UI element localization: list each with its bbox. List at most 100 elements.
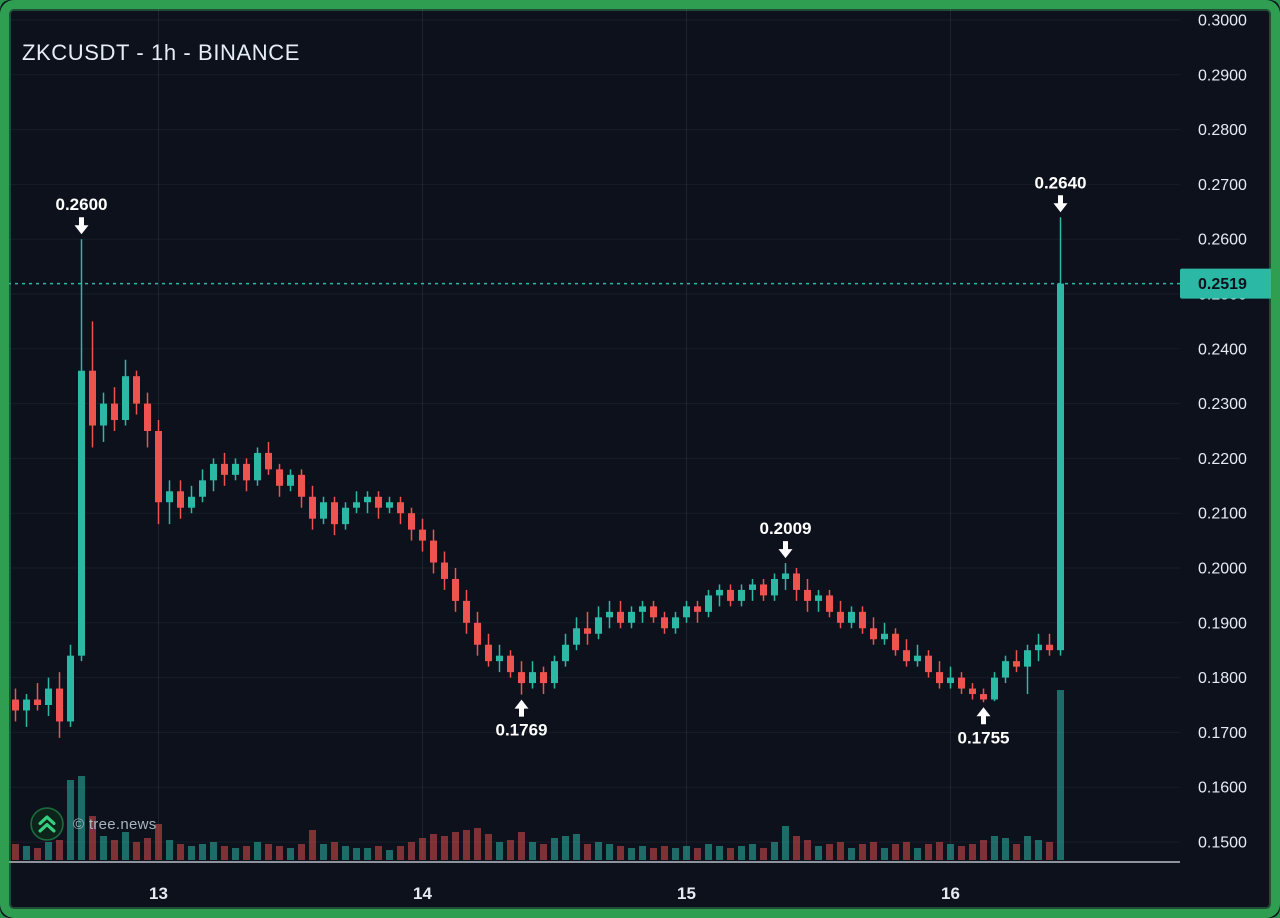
candle-body [892,633,899,651]
volume-bar [331,842,338,860]
volume-bar [364,848,371,860]
candle-body [573,628,580,645]
candle-body [386,502,393,508]
candle-body [23,699,30,711]
candle-body [287,474,294,486]
volume-bar [133,842,140,860]
volume-bar [518,832,525,860]
volume-bar [1013,844,1020,860]
volume-bar [12,844,19,860]
volume-bar [650,848,657,860]
volume-bar [529,842,536,860]
candle-body [1002,661,1009,678]
volume-bar [639,846,646,860]
volume-bar [254,842,261,860]
candle-body [1013,661,1020,667]
volume-bar [782,826,789,860]
candle-body [584,628,591,634]
candle-body [441,562,448,579]
candle-body [56,688,63,722]
current-price-tag-label: 0.2519 [1198,276,1247,293]
volume-bar [386,850,393,860]
time-axis-label: 15 [677,884,696,903]
candle-body [859,611,866,629]
volume-bar [166,840,173,860]
time-axis-label: 13 [149,884,168,903]
volume-bar [980,840,987,860]
candle-body [650,606,657,618]
volume-bar [111,840,118,860]
volume-bar [408,842,415,860]
annotation-label: 0.2600 [56,195,108,214]
candle-body [870,628,877,640]
volume-bar [485,834,492,860]
volume-bar [793,836,800,860]
price-axis-label: 0.2100 [1198,506,1247,523]
volume-bar [144,838,151,860]
volume-bar [353,848,360,860]
candle-body [661,617,668,629]
volume-bar [716,846,723,860]
volume-bar [584,844,591,860]
volume-bar [155,824,162,860]
candle-body [980,694,987,700]
price-axis[interactable] [1180,8,1280,860]
volume-bar [298,844,305,860]
candle-body [78,370,85,656]
candle-body [221,463,228,475]
time-axis[interactable] [8,863,1180,909]
volume-bar [848,848,855,860]
volume-bar [804,840,811,860]
candle-body [969,688,976,695]
candle-body [1035,644,1042,651]
candle-body [727,589,734,601]
volume-bar [221,846,228,860]
candle-body [881,633,888,640]
candle-body [243,463,250,481]
volume-bar [749,844,756,860]
volume-bar [672,848,679,860]
annotation-arrow-down-icon [74,217,89,235]
volume-bar [375,846,382,860]
volume-bar [771,842,778,860]
annotation-label: 0.1755 [958,728,1010,747]
candle-body [749,584,756,590]
volume-bar [573,834,580,860]
annotation-arrow-up-icon [976,707,991,725]
volume-bar [430,834,437,860]
volume-bar [595,842,602,860]
price-axis-label: 0.1800 [1198,670,1247,687]
price-axis-label: 0.2700 [1198,177,1247,194]
volume-bar [23,846,30,860]
annotation-arrow-down-icon [1053,195,1068,213]
volume-bar [463,830,470,860]
candle-body [144,403,151,431]
candle-body [452,578,459,601]
volume-bar [122,832,129,860]
volume-bar [276,846,283,860]
candle-body [166,491,173,503]
candle-body [617,611,624,623]
volume-bar [903,842,910,860]
volume-bar [34,848,41,860]
candle-body [342,507,349,525]
candle-body [67,655,74,722]
price-axis-label: 0.2300 [1198,396,1247,413]
volume-bar [1057,690,1064,860]
volume-bar [705,844,712,860]
candle-body [529,672,536,684]
price-axis-label: 0.1500 [1198,835,1247,852]
candle-body [397,502,404,514]
candle-body [133,376,140,404]
volume-bar [210,842,217,860]
volume-bar [760,848,767,860]
candle-body [903,650,910,662]
volume-bar [1024,836,1031,860]
candle-body [188,496,195,508]
candle-body [276,469,283,486]
candle-body [34,699,41,705]
candle-body [925,655,932,673]
annotation-label: 0.1769 [496,721,548,740]
volume-bar [694,848,701,860]
